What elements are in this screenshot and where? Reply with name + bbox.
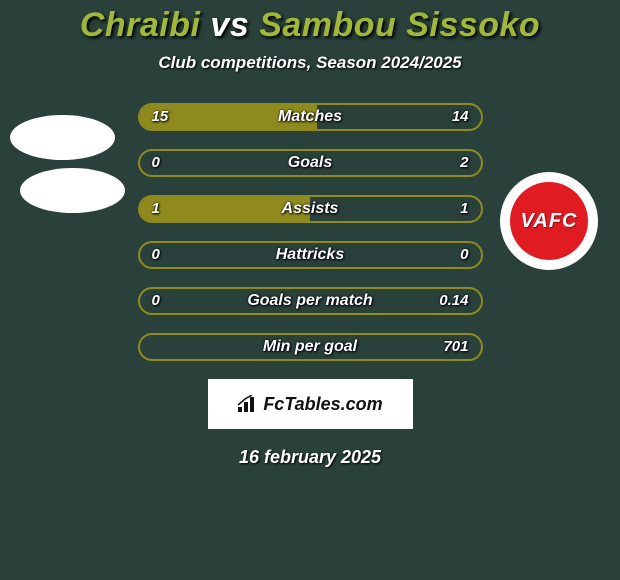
brand-text: FcTables.com [263,394,382,415]
stat-value-right: 0.14 [439,289,468,313]
stat-value-right: 701 [443,335,468,359]
stat-label: Assists [140,197,481,221]
stat-value-right: 0 [460,243,468,267]
brand-icon [237,395,259,413]
club-badge-text: VAFC [510,182,588,260]
stats-panel: 15Matches140Goals21Assists10Hattricks00G… [138,103,483,361]
stat-value-right: 2 [460,151,468,175]
stat-row: 1Assists1 [138,195,483,223]
player1-name: Chraibi [80,6,201,44]
player1-avatar [20,168,125,213]
stat-row: Min per goal701 [138,333,483,361]
stat-label: Goals [140,151,481,175]
brand-box: FcTables.com [208,379,413,429]
stat-label: Matches [140,105,481,129]
date-text: 16 february 2025 [0,447,620,468]
club-badge: VAFC [500,172,598,270]
subtitle: Club competitions, Season 2024/2025 [0,53,620,73]
player1-avatar [10,115,115,160]
stat-row: 0Hattricks0 [138,241,483,269]
page-title: Chraibi vs Sambou Sissoko [0,0,620,45]
stat-label: Goals per match [140,289,481,313]
player2-name: Sambou Sissoko [259,6,540,44]
stat-row: 0Goals2 [138,149,483,177]
stat-value-right: 14 [452,105,469,129]
vs-text: vs [210,6,249,44]
stat-label: Hattricks [140,243,481,267]
stat-label: Min per goal [140,335,481,359]
stat-row: 15Matches14 [138,103,483,131]
stat-value-right: 1 [460,197,468,221]
stat-row: 0Goals per match0.14 [138,287,483,315]
